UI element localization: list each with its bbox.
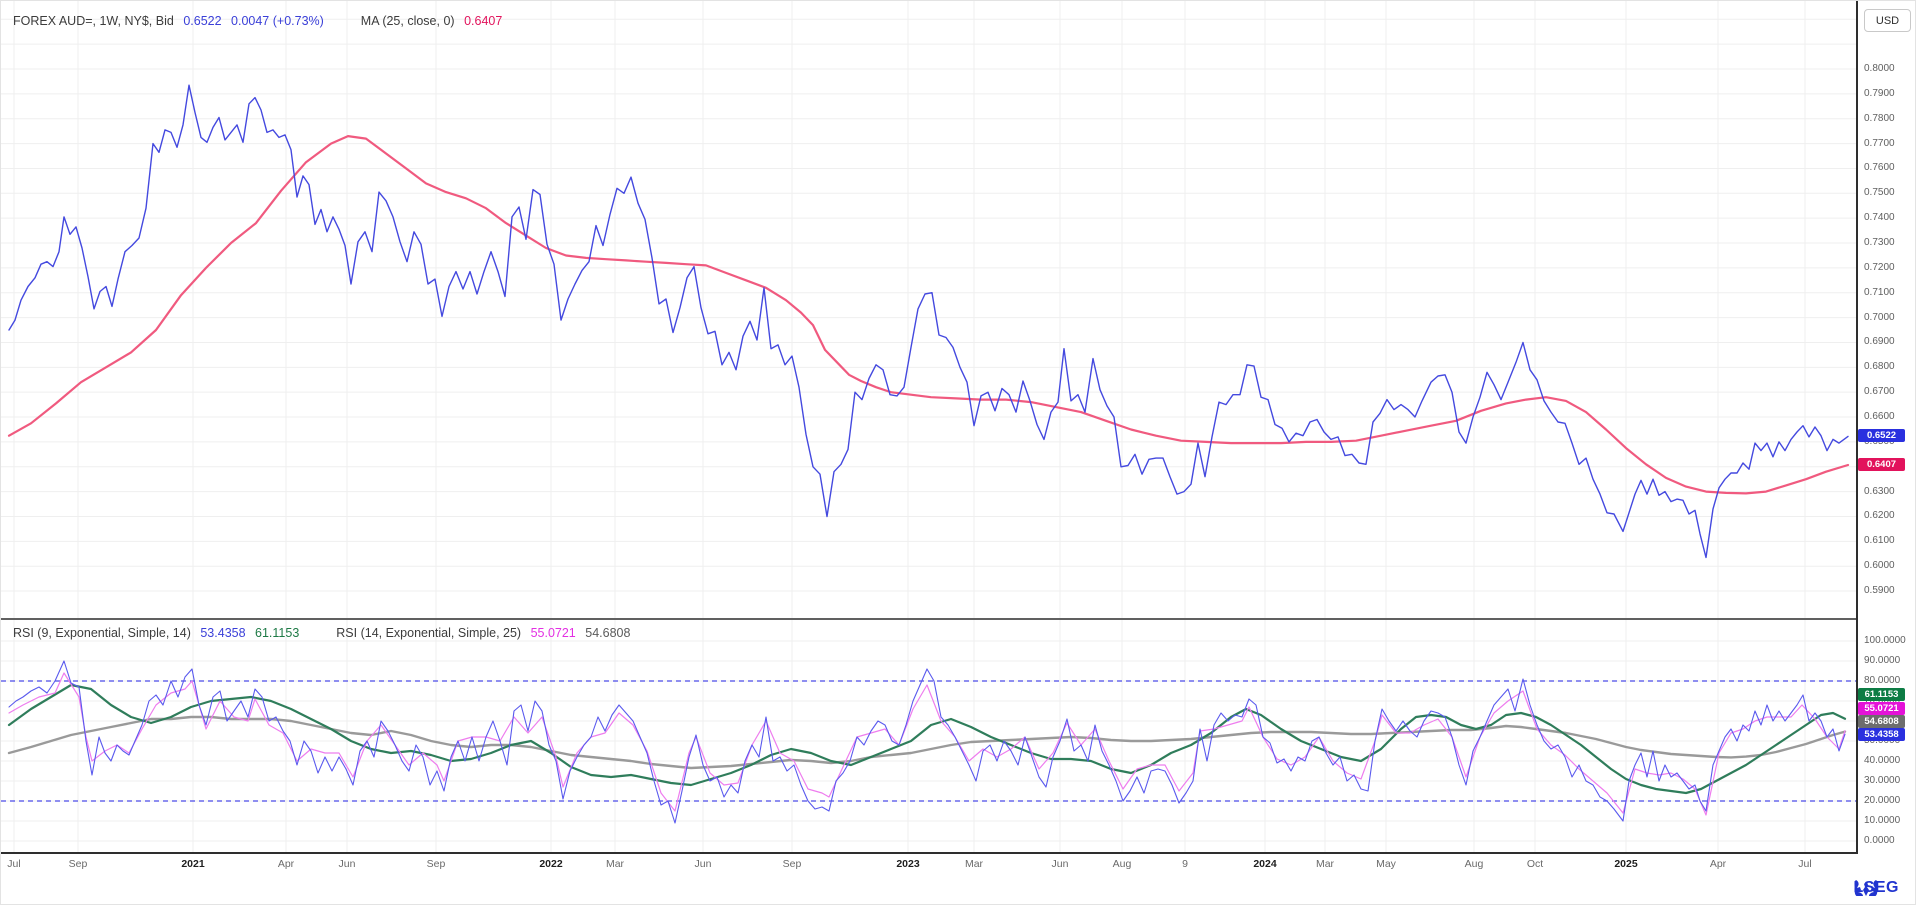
rsi-tick-label: 10.0000 bbox=[1864, 815, 1901, 826]
lseg-logo: LSEG bbox=[1853, 879, 1899, 897]
price-pane-plot[interactable] bbox=[1, 1, 1856, 619]
price-tick-label: 0.5900 bbox=[1864, 585, 1895, 597]
rsi-legend[interactable]: RSI (9, Exponential, Simple, 14) 53.4358… bbox=[13, 626, 636, 640]
time-axis-label: Sep bbox=[426, 858, 446, 870]
price-tick-label: 0.7000 bbox=[1864, 311, 1895, 323]
time-axis-label: Apr bbox=[1709, 858, 1727, 870]
rsi-tick-label: 80.0000 bbox=[1864, 675, 1901, 686]
time-axis-label: Apr bbox=[277, 858, 295, 870]
rsi14-label: RSI (14, Exponential, Simple, 25) bbox=[336, 626, 522, 640]
lseg-crest-icon bbox=[1854, 880, 1878, 896]
price-tick-label: 0.6900 bbox=[1864, 336, 1895, 348]
time-axis-label: Jul bbox=[1798, 858, 1812, 870]
rsi-tick-label: 0.0000 bbox=[1864, 835, 1895, 846]
rsi-tick-label: 30.0000 bbox=[1864, 775, 1901, 786]
axis-price-badge: 53.4358 bbox=[1858, 728, 1905, 741]
axis-price-badge: 54.6808 bbox=[1858, 715, 1905, 728]
x-axis-line bbox=[1, 852, 1856, 854]
price-tick-label: 0.6300 bbox=[1864, 485, 1895, 497]
time-axis-label: 2022 bbox=[539, 858, 563, 870]
rsi-tick-label: 90.0000 bbox=[1864, 655, 1901, 666]
time-axis-label: 2023 bbox=[896, 858, 920, 870]
rsi9-value: 53.4358 bbox=[200, 626, 246, 640]
time-axis-label: Mar bbox=[964, 858, 984, 870]
time-axis-label: Aug bbox=[1112, 858, 1132, 870]
rsi-fast-line bbox=[8, 660, 1846, 824]
y-axis-line bbox=[1856, 1, 1858, 854]
axis-price-badge: 55.0721 bbox=[1858, 702, 1905, 715]
price-tick-label: 0.6100 bbox=[1864, 535, 1895, 547]
price-tick-label: 0.6700 bbox=[1864, 386, 1895, 398]
pane-divider[interactable] bbox=[1, 618, 1856, 620]
ma-line bbox=[7, 135, 1850, 495]
rsi-pane-plot[interactable] bbox=[1, 620, 1856, 853]
time-axis-label: 2024 bbox=[1253, 858, 1277, 870]
price-tick-label: 0.7600 bbox=[1864, 162, 1895, 174]
time-axis-label: May bbox=[1376, 858, 1396, 870]
time-axis-label: Aug bbox=[1464, 858, 1484, 870]
time-axis-label: Sep bbox=[782, 858, 802, 870]
price-tick-label: 0.6800 bbox=[1864, 361, 1895, 373]
rsi14-ma-value: 54.6808 bbox=[585, 626, 631, 640]
rsi-tick-label: 40.0000 bbox=[1864, 755, 1901, 766]
price-tick-label: 0.7100 bbox=[1864, 286, 1895, 298]
rsi-tick-label: 20.0000 bbox=[1864, 795, 1901, 806]
price-tick-label: 0.6000 bbox=[1864, 560, 1895, 572]
price-tick-label: 0.7200 bbox=[1864, 261, 1895, 273]
price-tick-label: 0.7500 bbox=[1864, 187, 1895, 199]
rsi9-label: RSI (9, Exponential, Simple, 14) bbox=[13, 626, 191, 640]
rsi-fast-ma-line bbox=[7, 683, 1847, 795]
time-axis-label: Mar bbox=[605, 858, 625, 870]
time-axis-label: 2025 bbox=[1614, 858, 1638, 870]
ma-value: 0.6407 bbox=[464, 14, 503, 28]
price-line bbox=[8, 84, 1849, 559]
time-axis-label: Jun bbox=[694, 858, 712, 870]
price-tick-label: 0.7700 bbox=[1864, 137, 1895, 149]
time-axis-label: Mar bbox=[1315, 858, 1335, 870]
time-axis-label: Jun bbox=[1051, 858, 1069, 870]
ma-label: MA (25, close, 0) bbox=[360, 14, 455, 28]
currency-axis-button[interactable]: USD bbox=[1864, 9, 1911, 32]
rsi9-ma-value: 61.1153 bbox=[255, 626, 300, 640]
time-axis-label: Sep bbox=[68, 858, 88, 870]
rsi14-value: 55.0721 bbox=[530, 626, 576, 640]
price-tick-label: 0.6200 bbox=[1864, 510, 1895, 522]
time-axis-label: 2021 bbox=[181, 858, 205, 870]
price-tick-label: 0.6600 bbox=[1864, 411, 1895, 423]
axis-price-badge: 61.1153 bbox=[1858, 688, 1905, 701]
time-axis-label: Jul bbox=[7, 858, 21, 870]
axis-price-badge: 0.6407 bbox=[1858, 458, 1905, 472]
price-legend[interactable]: FOREX AUD=, 1W, NY$, Bid 0.6522 0.0047 (… bbox=[13, 14, 508, 28]
price-tick-label: 0.8000 bbox=[1864, 63, 1895, 74]
rsi-slow-line bbox=[8, 672, 1846, 816]
time-axis-label: 9 bbox=[1182, 858, 1188, 870]
price-tick-label: 0.7300 bbox=[1864, 237, 1895, 249]
rsi-tick-label: 100.0000 bbox=[1864, 635, 1906, 646]
last-price-value: 0.6522 bbox=[183, 14, 222, 28]
axis-price-badge: 0.6522 bbox=[1858, 429, 1905, 443]
time-axis-label: Jun bbox=[338, 858, 356, 870]
price-tick-label: 0.7800 bbox=[1864, 112, 1895, 124]
price-tick-label: 0.7400 bbox=[1864, 212, 1895, 224]
time-axis-label: Oct bbox=[1526, 858, 1544, 870]
rsi-slow-ma-line bbox=[7, 715, 1847, 770]
change-value: 0.0047 (+0.73%) bbox=[231, 14, 324, 28]
price-tick-label: 0.7900 bbox=[1864, 87, 1895, 99]
instrument-label: FOREX AUD=, 1W, NY$, Bid bbox=[13, 14, 174, 28]
